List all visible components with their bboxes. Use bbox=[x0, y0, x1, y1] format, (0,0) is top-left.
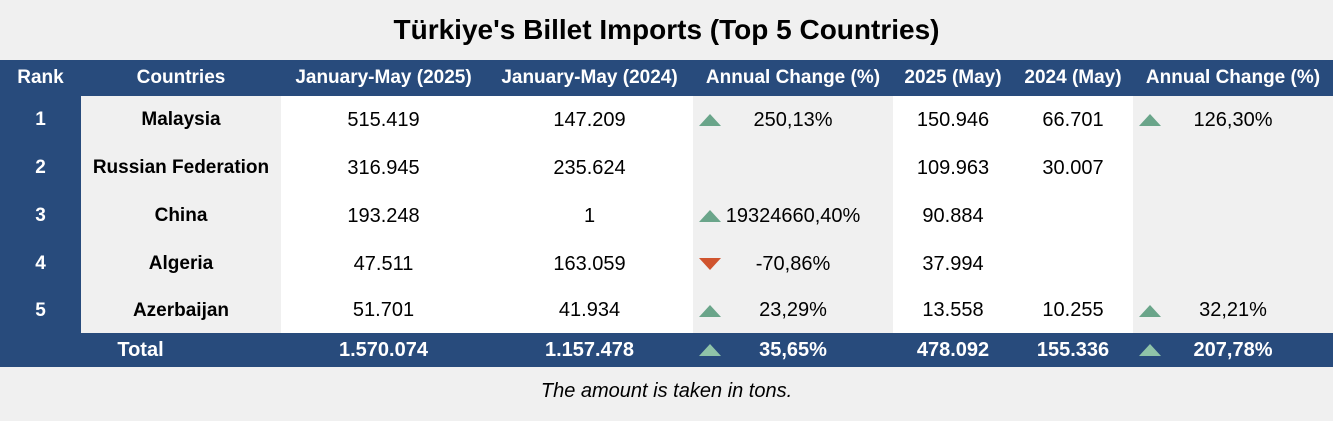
total-jan-may-2024: 1.157.478 bbox=[486, 333, 693, 367]
may-2025-cell: 37.994 bbox=[893, 240, 1013, 288]
change-value: -70,86% bbox=[755, 252, 831, 275]
may-2025-cell: 150.946 bbox=[893, 96, 1013, 144]
country-cell: China bbox=[81, 192, 281, 240]
may-2025-cell: 109.963 bbox=[893, 144, 1013, 192]
jan-may-2024-cell: 41.934 bbox=[486, 288, 693, 333]
header-annual-change-jan-may: Annual Change (%) bbox=[693, 60, 893, 96]
change-value: 250,13% bbox=[753, 108, 833, 131]
total-label: Total bbox=[0, 333, 281, 367]
may-2024-cell: 10.255 bbox=[1013, 288, 1133, 333]
table-row: 3 China 193.248 1 19324660,40% 90.884 bbox=[0, 192, 1333, 240]
total-may-2024: 155.336 bbox=[1013, 333, 1133, 367]
rank-cell: 3 bbox=[0, 192, 81, 240]
header-may-2024: 2024 (May) bbox=[1013, 60, 1133, 96]
rank-cell: 4 bbox=[0, 240, 81, 288]
annual-change-may-cell: 126,30% bbox=[1133, 96, 1333, 144]
units-note: The amount is taken in tons. bbox=[540, 380, 793, 402]
change-value: 126,30% bbox=[1193, 108, 1273, 131]
table-row: 4 Algeria 47.511 163.059 -70,86% 37.994 bbox=[0, 240, 1333, 288]
annual-change-jan-may-cell: 19324660,40% bbox=[693, 192, 893, 240]
may-2024-cell bbox=[1013, 192, 1133, 240]
header-row: Rank Countries January-May (2025) Januar… bbox=[0, 60, 1333, 96]
change-value: 32,21% bbox=[1199, 299, 1267, 321]
header-countries: Countries bbox=[81, 60, 281, 96]
may-2025-cell: 90.884 bbox=[893, 192, 1013, 240]
increase-triangle-icon bbox=[699, 114, 721, 126]
table-row: 1 Malaysia 515.419 147.209 250,13% 150.9… bbox=[0, 96, 1333, 144]
annual-change-may-cell bbox=[1133, 240, 1333, 288]
jan-may-2025-cell: 316.945 bbox=[281, 144, 486, 192]
country-cell: Algeria bbox=[81, 240, 281, 288]
total-annual-change-may: 207,78% bbox=[1133, 333, 1333, 367]
rank-cell: 2 bbox=[0, 144, 81, 192]
header-rank: Rank bbox=[0, 60, 81, 96]
jan-may-2024-cell: 1 bbox=[486, 192, 693, 240]
total-jan-may-2025: 1.570.074 bbox=[281, 333, 486, 367]
jan-may-2025-cell: 47.511 bbox=[281, 240, 486, 288]
increase-triangle-icon bbox=[699, 210, 721, 222]
jan-may-2024-cell: 163.059 bbox=[486, 240, 693, 288]
total-may-2025: 478.092 bbox=[893, 333, 1013, 367]
jan-may-2025-cell: 193.248 bbox=[281, 192, 486, 240]
header-jan-may-2024: January-May (2024) bbox=[486, 60, 693, 96]
annual-change-may-cell: 32,21% bbox=[1133, 288, 1333, 333]
billet-imports-table: Rank Countries January-May (2025) Januar… bbox=[0, 60, 1333, 367]
header-jan-may-2025: January-May (2025) bbox=[281, 60, 486, 96]
table-row: 5 Azerbaijan 51.701 41.934 23,29% 13.558… bbox=[0, 288, 1333, 333]
increase-triangle-icon bbox=[699, 304, 721, 317]
annual-change-may-cell bbox=[1133, 144, 1333, 192]
table-row: 2 Russian Federation 316.945 235.624 109… bbox=[0, 144, 1333, 192]
table-title: Türkiye's Billet Imports (Top 5 Countrie… bbox=[393, 14, 940, 45]
increase-triangle-icon bbox=[699, 344, 721, 356]
may-2024-cell: 66.701 bbox=[1013, 96, 1133, 144]
total-row: Total 1.570.074 1.157.478 35,65% 478.092… bbox=[0, 333, 1333, 367]
increase-triangle-icon bbox=[1139, 114, 1161, 126]
country-cell: Russian Federation bbox=[81, 144, 281, 192]
decrease-triangle-icon bbox=[699, 258, 721, 270]
jan-may-2025-cell: 515.419 bbox=[281, 96, 486, 144]
annual-change-jan-may-cell: -70,86% bbox=[693, 240, 893, 288]
country-cell: Azerbaijan bbox=[81, 288, 281, 333]
jan-may-2025-cell: 51.701 bbox=[281, 288, 486, 333]
may-2024-cell: 30.007 bbox=[1013, 144, 1133, 192]
total-annual-change-jan-may: 35,65% bbox=[693, 333, 893, 367]
annual-change-jan-may-cell: 250,13% bbox=[693, 96, 893, 144]
annual-change-jan-may-cell bbox=[693, 144, 893, 192]
may-2024-cell bbox=[1013, 240, 1133, 288]
jan-may-2024-cell: 147.209 bbox=[486, 96, 693, 144]
annual-change-jan-may-cell: 23,29% bbox=[693, 288, 893, 333]
may-2025-cell: 13.558 bbox=[893, 288, 1013, 333]
increase-triangle-icon bbox=[1139, 304, 1161, 317]
header-annual-change-may: Annual Change (%) bbox=[1133, 60, 1333, 96]
change-value: 19324660,40% bbox=[725, 204, 861, 227]
annual-change-may-cell bbox=[1133, 192, 1333, 240]
change-value: 23,29% bbox=[759, 299, 827, 321]
change-value: 35,65% bbox=[759, 338, 827, 361]
change-value: 207,78% bbox=[1193, 338, 1273, 361]
header-may-2025: 2025 (May) bbox=[893, 60, 1013, 96]
rank-cell: 1 bbox=[0, 96, 81, 144]
jan-may-2024-cell: 235.624 bbox=[486, 144, 693, 192]
increase-triangle-icon bbox=[1139, 344, 1161, 356]
rank-cell: 5 bbox=[0, 288, 81, 333]
country-cell: Malaysia bbox=[81, 96, 281, 144]
